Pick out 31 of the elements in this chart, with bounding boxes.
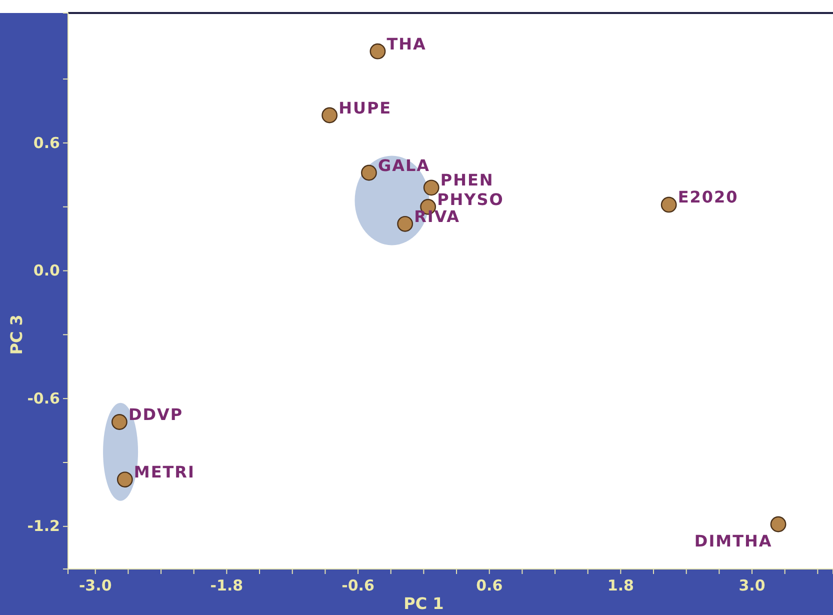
point bbox=[770, 516, 786, 532]
point bbox=[423, 180, 440, 196]
series-label: METRI bbox=[134, 462, 195, 482]
point bbox=[397, 216, 414, 232]
x-tick-label: -0.6 bbox=[342, 576, 374, 594]
y-tick-label: 0.6 bbox=[33, 134, 60, 152]
series-label: HUPE bbox=[338, 98, 392, 118]
y-tick-label: -0.6 bbox=[27, 389, 60, 408]
series-label: DDVP bbox=[128, 405, 184, 424]
point bbox=[370, 43, 386, 60]
x-axis-title: PC 1 bbox=[404, 594, 444, 613]
series-label: DIMTHA bbox=[694, 531, 772, 550]
point bbox=[116, 472, 133, 488]
y-tick-label: -1.2 bbox=[27, 517, 60, 536]
point bbox=[660, 196, 677, 213]
y-tick-label: 0.0 bbox=[33, 262, 60, 280]
series-label: E2020 bbox=[678, 188, 738, 207]
series-label: RIVA bbox=[414, 206, 460, 226]
series-label: THA bbox=[386, 34, 426, 54]
point bbox=[322, 107, 338, 124]
x-tick-label: 3.0 bbox=[738, 576, 766, 594]
series-label: GALA bbox=[378, 156, 430, 175]
point bbox=[361, 164, 377, 181]
series-label: PHEN bbox=[440, 170, 494, 190]
series-label: PHYSO bbox=[437, 190, 504, 209]
x-tick-label: -3.0 bbox=[78, 576, 112, 594]
y-axis-title: PC 3 bbox=[7, 314, 26, 355]
x-tick-label: 0.6 bbox=[476, 576, 503, 594]
x-tick-label: -1.8 bbox=[210, 576, 244, 594]
point bbox=[111, 414, 128, 430]
x-tick-label: 1.8 bbox=[607, 576, 634, 594]
